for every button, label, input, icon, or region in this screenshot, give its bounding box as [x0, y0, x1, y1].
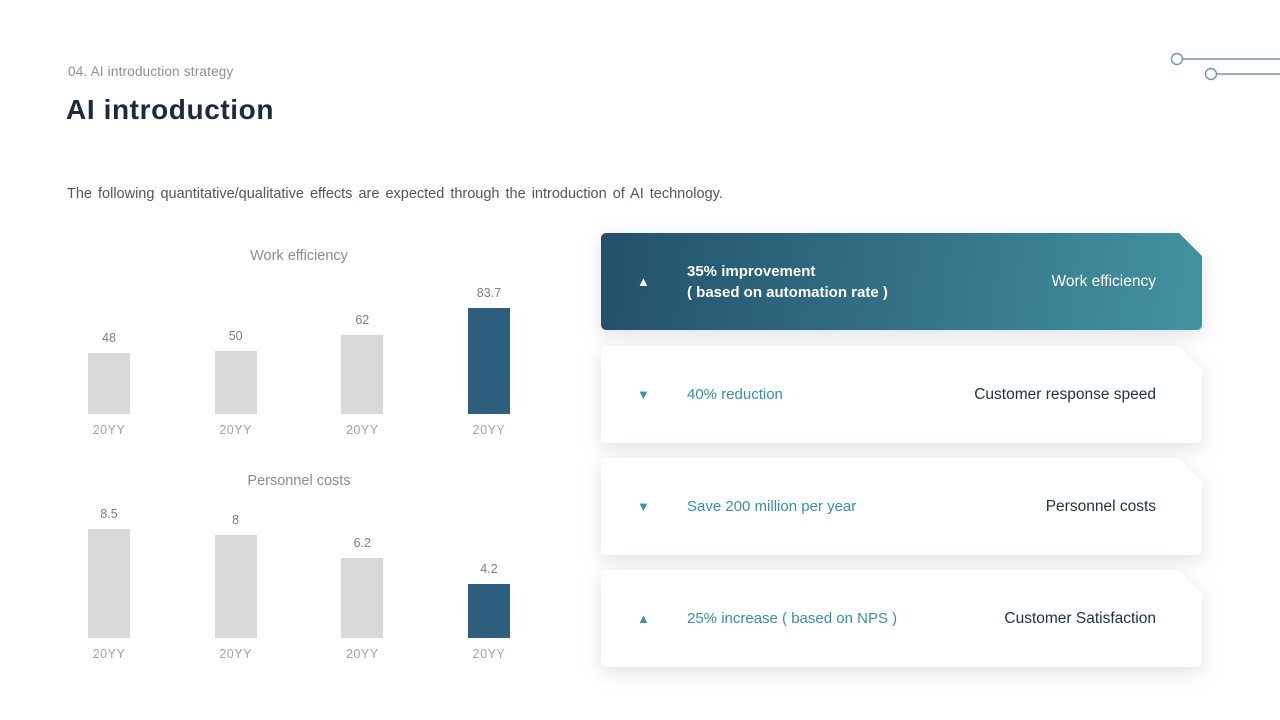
kpi-card-wrapper: ▲ 35% improvement ( based on automation ra… — [601, 233, 1202, 330]
bar-chart-0: Work efficiency 48 20YY 50 20YY 62 20YY 83.7 20Y… — [68, 246, 530, 439]
kpi-category-label: Customer Satisfaction — [1004, 609, 1156, 627]
bar-column: 8.5 20YY — [68, 506, 150, 663]
bar — [341, 558, 384, 638]
page-title: AI introduction — [66, 94, 275, 125]
x-axis-tick-label: 20YY — [219, 423, 252, 437]
kpi-card-1: ▼ 40% reduction Customer response speed — [601, 346, 1202, 443]
bar-chart-1: Personnel costs 8.5 20YY 8 20YY 6.2 20YY 4.2 20Y… — [68, 471, 530, 663]
arrow-up-icon: ▲ — [637, 274, 650, 289]
bar-column: 62 20YY — [321, 312, 403, 439]
kpi-card-wrapper: ▼ Save 200 million per year Personnel cost… — [601, 458, 1202, 555]
bar-column: 50 20YY — [195, 328, 277, 439]
x-axis-tick-label: 20YY — [472, 423, 506, 437]
kpi-card-wrapper: ▲ 25% increase ( based on NPS ) Customer S… — [601, 570, 1202, 667]
bar-value-label: 8.5 — [100, 507, 118, 521]
arrow-down-icon: ▼ — [637, 387, 650, 402]
x-axis-tick-label: 20YY — [219, 647, 252, 661]
bar-column: 48 20YY — [68, 330, 150, 439]
bar-column: 8 20YY — [195, 512, 277, 663]
kpi-metric-text: 25% increase ( based on NPS ) — [687, 610, 1004, 627]
x-axis-tick-label: 20YY — [472, 647, 506, 661]
bar — [341, 335, 384, 414]
bar-value-label: 50 — [228, 329, 243, 343]
kpi-metric-text: 40% reduction — [687, 386, 974, 403]
bar-value-label: 8 — [232, 513, 240, 527]
kpi-card-0: ▲ 35% improvement ( based on automation ra… — [601, 233, 1202, 330]
slide-subtitle: The following quantitative/qualitative e… — [67, 186, 723, 202]
bar-column: 6.2 20YY — [321, 535, 403, 663]
x-axis-tick-label: 20YY — [346, 423, 379, 437]
kpi-metric-line: Save 200 million per year — [687, 498, 857, 515]
bar-value-label: 48 — [102, 331, 116, 345]
kpi-card-3: ▲ 25% increase ( based on NPS ) Customer S… — [601, 570, 1202, 667]
arrow-up-icon: ▲ — [637, 611, 650, 626]
kpi-metric-line: 25% increase ( based on NPS ) — [687, 610, 898, 627]
x-axis-tick-label: 20YY — [92, 647, 126, 661]
chart-plot: 48 20YY 50 20YY 62 20YY 83.7 20YY — [68, 285, 530, 439]
section-eyebrow: 04. AI introduction strategy — [68, 64, 234, 79]
bar — [214, 351, 257, 414]
bar-highlighted — [467, 308, 510, 414]
bar-value-label: 6.2 — [353, 536, 371, 550]
kpi-metric-text: Save 200 million per year — [687, 498, 1046, 515]
bar — [214, 535, 257, 638]
bar-value-label: 4.2 — [480, 562, 498, 576]
bar-value-label: 83.7 — [476, 286, 502, 300]
kpi-metric-line: 40% reduction — [687, 386, 783, 403]
arrow-down-icon: ▼ — [637, 499, 650, 514]
kpi-category-label: Personnel costs — [1045, 497, 1156, 515]
bar-highlighted — [467, 584, 510, 638]
chart-title: Work efficiency — [250, 248, 348, 264]
kpi-category-label: Work efficiency — [1051, 272, 1156, 290]
bar — [88, 353, 130, 414]
bar-value-label: 62 — [355, 313, 370, 327]
kpi-metric-line: 35% improvement — [687, 262, 816, 280]
kpi-metric-text: 35% improvement ( based on automation rat… — [687, 261, 1051, 303]
chart-plot: 8.5 20YY 8 20YY 6.2 20YY 4.2 20YY — [68, 506, 530, 663]
kpi-card-wrapper: ▼ 40% reduction Customer response speed — [601, 346, 1202, 443]
corner-line-decoration — [1170, 52, 1280, 81]
chart-title: Personnel costs — [247, 473, 351, 489]
x-axis-tick-label: 20YY — [92, 423, 126, 437]
bar-column: 4.2 20YY — [448, 561, 530, 663]
bar — [88, 529, 130, 638]
kpi-category-label: Customer response speed — [974, 385, 1156, 403]
kpi-card-2: ▼ Save 200 million per year Personnel cost… — [601, 458, 1202, 555]
kpi-metric-subline: ( based on automation rate ) — [687, 283, 888, 301]
x-axis-tick-label: 20YY — [346, 647, 379, 661]
bar-column: 83.7 20YY — [448, 285, 530, 439]
